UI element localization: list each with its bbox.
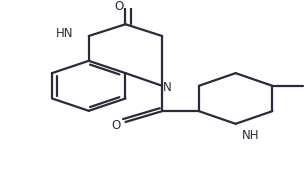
Text: O: O <box>115 0 124 13</box>
Text: NH: NH <box>242 129 260 142</box>
Text: HN: HN <box>55 27 73 40</box>
Text: O: O <box>112 119 121 132</box>
Text: N: N <box>162 81 171 94</box>
